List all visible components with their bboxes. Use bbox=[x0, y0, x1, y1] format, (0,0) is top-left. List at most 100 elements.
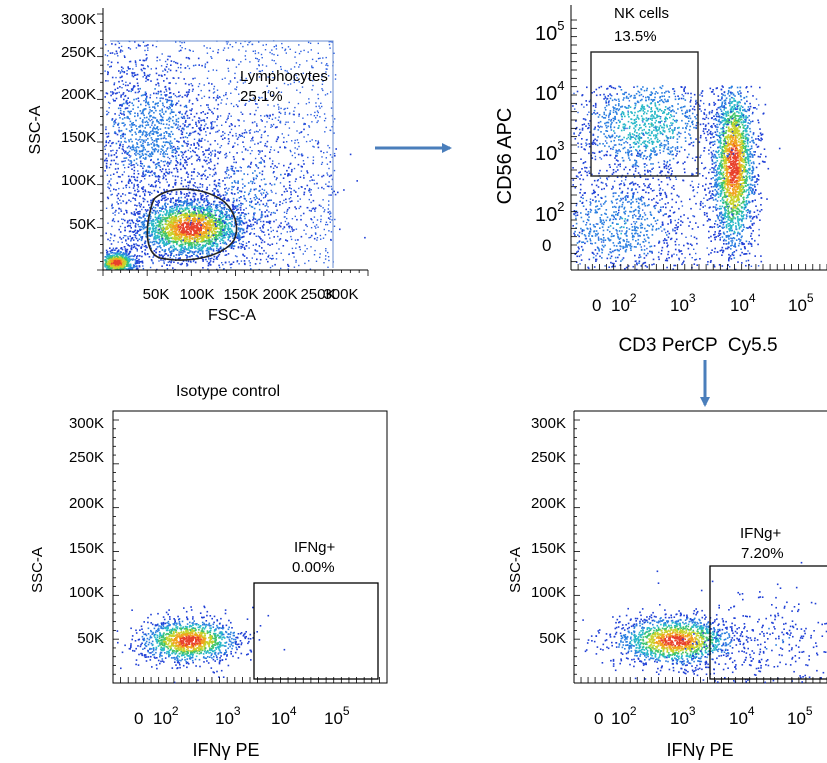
event-dot bbox=[123, 102, 125, 105]
event-dot bbox=[120, 96, 122, 98]
event-dot bbox=[142, 149, 144, 151]
event-dot bbox=[169, 92, 171, 94]
event-dot bbox=[174, 224, 177, 226]
event-dot bbox=[196, 255, 199, 257]
event-dot bbox=[326, 185, 329, 187]
event-dot bbox=[282, 228, 284, 230]
event-dot bbox=[154, 207, 157, 209]
event-dot bbox=[171, 222, 173, 224]
event-dot bbox=[176, 240, 179, 243]
event-dot bbox=[270, 189, 272, 192]
event-dot bbox=[254, 157, 257, 160]
event-dot bbox=[160, 90, 162, 93]
event-dot bbox=[205, 226, 207, 228]
event-dot bbox=[117, 192, 120, 195]
event-dot bbox=[136, 128, 138, 130]
event-dot bbox=[145, 124, 147, 127]
event-dot bbox=[165, 95, 167, 97]
event-dot bbox=[323, 210, 325, 213]
event-dot bbox=[173, 261, 175, 263]
event-dot bbox=[176, 62, 179, 65]
event-dot bbox=[157, 144, 160, 147]
event-dot bbox=[166, 237, 168, 240]
event-dot bbox=[226, 43, 228, 45]
event-dot bbox=[111, 43, 113, 45]
event-dot bbox=[130, 90, 132, 93]
event-dot bbox=[184, 250, 186, 253]
event-dot bbox=[328, 41, 330, 43]
event-dot bbox=[311, 58, 314, 61]
event-dot bbox=[115, 189, 117, 191]
event-dot bbox=[154, 237, 157, 239]
event-dot bbox=[245, 102, 247, 105]
event-dot bbox=[317, 57, 320, 60]
event-dot bbox=[207, 227, 209, 230]
event-dot bbox=[128, 139, 130, 141]
event-dot bbox=[199, 229, 201, 232]
event-dot bbox=[207, 251, 210, 253]
event-dot bbox=[179, 94, 181, 97]
event-dot bbox=[196, 99, 199, 102]
event-dot bbox=[256, 103, 258, 105]
event-dot bbox=[141, 120, 144, 123]
event-dot bbox=[241, 135, 244, 137]
event-dot bbox=[164, 243, 167, 246]
event-dot bbox=[176, 220, 178, 222]
event-dot bbox=[184, 179, 186, 181]
event-dot bbox=[269, 237, 271, 239]
event-dot bbox=[180, 248, 182, 250]
event-dot bbox=[308, 125, 310, 127]
event-dot bbox=[110, 194, 112, 196]
event-dot bbox=[296, 89, 298, 91]
event-dot bbox=[227, 198, 230, 201]
event-dot bbox=[199, 126, 202, 129]
event-dot bbox=[295, 228, 298, 230]
event-dot bbox=[190, 144, 192, 146]
event-dot bbox=[304, 244, 306, 247]
event-dot bbox=[143, 59, 146, 62]
event-dot bbox=[331, 126, 333, 128]
event-dot bbox=[171, 216, 174, 219]
event-dot bbox=[253, 188, 256, 191]
event-dot bbox=[206, 104, 208, 106]
event-dot bbox=[163, 245, 165, 247]
event-dot bbox=[165, 90, 168, 92]
event-dot bbox=[323, 188, 325, 190]
event-dot bbox=[178, 226, 180, 229]
event-dot bbox=[169, 213, 172, 215]
event-dot bbox=[305, 103, 308, 105]
event-dot bbox=[250, 223, 252, 226]
event-dot bbox=[171, 246, 173, 249]
event-dot bbox=[293, 110, 295, 112]
event-dot bbox=[211, 245, 213, 248]
event-dot bbox=[202, 267, 204, 269]
event-dot bbox=[207, 106, 209, 109]
event-dot bbox=[132, 124, 135, 126]
event-dot bbox=[232, 207, 235, 210]
event-dot bbox=[291, 154, 294, 157]
event-dot bbox=[317, 52, 319, 54]
event-dot bbox=[181, 262, 183, 265]
event-dot bbox=[188, 204, 190, 207]
event-dot bbox=[207, 215, 209, 217]
event-dot bbox=[134, 112, 136, 114]
event-dot bbox=[170, 250, 173, 252]
event-dot bbox=[141, 208, 143, 211]
event-dot bbox=[170, 109, 173, 111]
event-dot bbox=[136, 244, 138, 247]
event-dot bbox=[238, 238, 240, 241]
event-dot bbox=[206, 249, 209, 252]
event-dot bbox=[200, 195, 202, 197]
event-dot bbox=[212, 220, 215, 223]
event-dot bbox=[198, 238, 200, 240]
event-dot bbox=[184, 112, 187, 115]
event-dot bbox=[258, 64, 260, 67]
event-dot bbox=[140, 217, 143, 219]
event-dot bbox=[258, 76, 261, 78]
event-dot bbox=[325, 126, 327, 129]
event-dot bbox=[197, 85, 200, 88]
event-dot bbox=[232, 208, 234, 211]
event-dot bbox=[120, 49, 122, 51]
event-dot bbox=[221, 213, 224, 216]
event-dot bbox=[123, 113, 125, 115]
